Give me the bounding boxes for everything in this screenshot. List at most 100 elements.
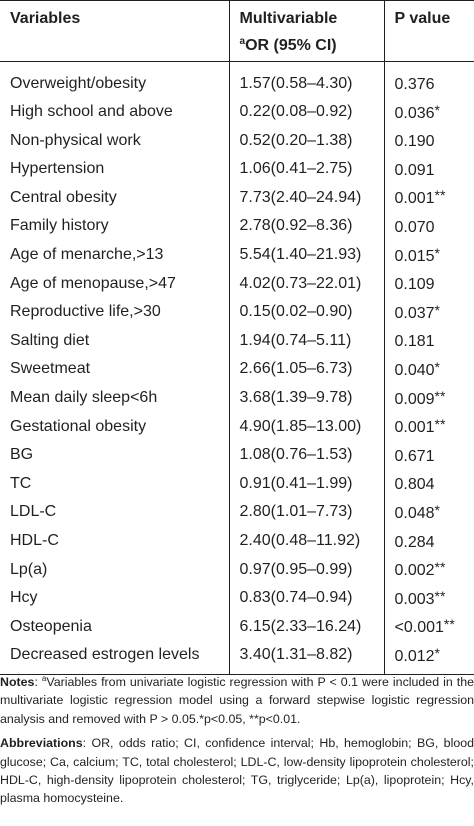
p-value-text: 0.009 bbox=[394, 390, 435, 408]
p-value-text: 0.190 bbox=[394, 133, 435, 151]
table-row: Non-physical work 0.52(0.20–1.38) 0.190 bbox=[0, 126, 474, 155]
p-value-cell: 0.009** bbox=[383, 383, 474, 413]
p-value-text: 0.040 bbox=[394, 361, 435, 379]
header-or-superscript: a bbox=[239, 36, 246, 47]
p-value-text: 0.376 bbox=[394, 76, 435, 93]
p-value-cell: 0.376 bbox=[383, 61, 474, 98]
significance-marker: ** bbox=[434, 559, 446, 576]
p-value-text: 0.003 bbox=[394, 590, 435, 608]
table-body: Overweight/obesity 1.57(0.58–4.30) 0.376 Hi… bbox=[0, 61, 474, 676]
table-row: Gestational obesity 4.90(1.85–13.00) 0.001… bbox=[0, 412, 474, 441]
p-value-text: 0.091 bbox=[394, 161, 435, 179]
notes-text: Variables from univariate logistic regre… bbox=[0, 675, 474, 726]
table-row: Hcy 0.83(0.74–0.94) 0.003** bbox=[0, 583, 474, 613]
p-value-text: 0.012 bbox=[394, 647, 435, 665]
odds-ratio-cell: 2.40(0.48–11.92) bbox=[228, 526, 384, 556]
variable-cell: High school and above bbox=[10, 103, 173, 121]
variable-cell: Salting diet bbox=[10, 331, 90, 349]
table-header: Variables Multivariable aOR (95% CI) P v… bbox=[0, 0, 474, 62]
significance-marker: * bbox=[434, 244, 440, 261]
p-value-cell: 0.001** bbox=[383, 183, 474, 212]
header-or-line2: OR (95% CI) bbox=[245, 37, 337, 54]
table-footnotes: Notes: aVariables from univariate logist… bbox=[0, 673, 474, 814]
variable-cell: Osteopenia bbox=[10, 617, 92, 635]
variable-cell: BG bbox=[10, 446, 34, 464]
p-value-text: 0.804 bbox=[394, 476, 435, 494]
odds-ratio-cell: 0.22(0.08–0.92) bbox=[228, 97, 384, 127]
odds-ratio-cell: 0.83(0.74–0.94) bbox=[228, 583, 384, 613]
p-value-cell: 0.003** bbox=[383, 583, 474, 613]
significance-marker: ** bbox=[434, 187, 446, 204]
regression-table-container: Variables Multivariable aOR (95% CI) P v… bbox=[0, 0, 474, 676]
table-row: High school and above 0.22(0.08–0.92) 0.03… bbox=[0, 97, 474, 127]
odds-ratio-cell: 1.08(0.76–1.53) bbox=[228, 440, 384, 470]
odds-ratio-cell: 0.15(0.02–0.90) bbox=[228, 297, 384, 327]
p-value-cell: 0.284 bbox=[383, 526, 474, 556]
p-value-cell: 0.001** bbox=[383, 412, 474, 441]
p-value-cell: 0.015* bbox=[383, 240, 474, 270]
significance-marker: * bbox=[434, 301, 440, 318]
odds-ratio-cell: 5.54(1.40–21.93) bbox=[228, 240, 384, 270]
odds-ratio-cell: 2.80(1.01–7.73) bbox=[228, 497, 384, 527]
p-value-cell: 0.048* bbox=[383, 497, 474, 527]
significance-marker: * bbox=[434, 358, 440, 375]
table-row: Age of menopause,>47 4.02(0.73–22.01) 0.10… bbox=[0, 269, 474, 298]
p-value-cell: 0.037* bbox=[383, 297, 474, 327]
variable-cell: Lp(a) bbox=[10, 560, 48, 578]
p-value-text: 0.048 bbox=[394, 504, 435, 522]
odds-ratio-cell: 2.66(1.05–6.73) bbox=[228, 354, 384, 384]
odds-ratio-cell: 0.97(0.95–0.99) bbox=[228, 555, 384, 584]
variable-cell: Age of menarche,>13 bbox=[10, 246, 164, 264]
table-row: TC 0.91(0.41–1.99) 0.804 bbox=[0, 469, 474, 498]
header-variables: Variables bbox=[0, 0, 229, 62]
variable-cell: Central obesity bbox=[10, 188, 117, 206]
table-row: Central obesity 7.73(2.40–24.94) 0.001** bbox=[0, 183, 474, 212]
variable-cell: TC bbox=[10, 474, 32, 492]
odds-ratio-cell: 0.91(0.41–1.99) bbox=[228, 469, 384, 498]
odds-ratio-cell: 3.40(1.31–8.82) bbox=[228, 640, 384, 676]
significance-marker: * bbox=[434, 501, 440, 518]
multivariable-regression-table: Variables Multivariable aOR (95% CI) P v… bbox=[0, 0, 474, 676]
variable-cell: Non-physical work bbox=[10, 131, 141, 149]
table-row: Age of menarche,>13 5.54(1.40–21.93) 0.015… bbox=[0, 240, 474, 270]
header-or-line1: Multivariable bbox=[239, 10, 338, 27]
odds-ratio-cell: 0.52(0.20–1.38) bbox=[228, 126, 384, 155]
p-value-cell: 0.671 bbox=[383, 440, 474, 470]
table-row: Family history 2.78(0.92–8.36) 0.070 bbox=[0, 211, 474, 241]
table-row: Hypertension 1.06(0.41–2.75) 0.091 bbox=[0, 154, 474, 184]
header-odds-ratio: Multivariable aOR (95% CI) bbox=[228, 0, 384, 62]
variable-cell: Family history bbox=[10, 217, 109, 235]
table-row: Mean daily sleep<6h 3.68(1.39–9.78) 0.009*… bbox=[0, 383, 474, 413]
p-value-cell: <0.001** bbox=[383, 612, 474, 641]
p-value-text: 0.001 bbox=[394, 190, 435, 208]
p-value-cell: 0.040* bbox=[383, 354, 474, 384]
table-row: Decreased estrogen levels 3.40(1.31–8.82)… bbox=[0, 640, 474, 676]
p-value-cell: 0.190 bbox=[383, 126, 474, 155]
p-value-cell: 0.181 bbox=[383, 326, 474, 355]
table-row: HDL-C 2.40(0.48–11.92) 0.284 bbox=[0, 526, 474, 556]
p-value-text: 0.036 bbox=[394, 104, 435, 122]
p-value-text: 0.037 bbox=[394, 304, 435, 322]
notes-superscript: a bbox=[41, 674, 47, 683]
odds-ratio-cell: 4.02(0.73–22.01) bbox=[228, 269, 384, 298]
significance-marker: * bbox=[434, 101, 440, 118]
odds-ratio-cell: 1.06(0.41–2.75) bbox=[228, 154, 384, 184]
significance-marker: ** bbox=[434, 587, 446, 604]
variable-cell: Reproductive life,>30 bbox=[10, 303, 161, 321]
variable-cell: Hcy bbox=[10, 589, 38, 607]
significance-marker: ** bbox=[434, 416, 446, 433]
odds-ratio-cell: 1.94(0.74–5.11) bbox=[228, 326, 384, 355]
p-value-cell: 0.091 bbox=[383, 154, 474, 184]
p-value-cell: 0.109 bbox=[383, 269, 474, 298]
p-value-cell: 0.804 bbox=[383, 469, 474, 498]
p-value-text: 0.671 bbox=[394, 447, 435, 465]
header-row: Variables Multivariable aOR (95% CI) P v… bbox=[0, 0, 474, 62]
variable-cell: Decreased estrogen levels bbox=[0, 640, 229, 676]
odds-ratio-cell: 7.73(2.40–24.94) bbox=[228, 183, 384, 212]
notes-paragraph: Notes: aVariables from univariate logist… bbox=[0, 674, 474, 726]
table-row: Sweetmeat 2.66(1.05–6.73) 0.040* bbox=[0, 354, 474, 384]
variable-cell: LDL-C bbox=[10, 503, 57, 521]
significance-marker: ** bbox=[434, 387, 446, 404]
p-value-text: 0.002 bbox=[394, 562, 435, 580]
odds-ratio-cell: 6.15(2.33–16.24) bbox=[228, 612, 384, 641]
